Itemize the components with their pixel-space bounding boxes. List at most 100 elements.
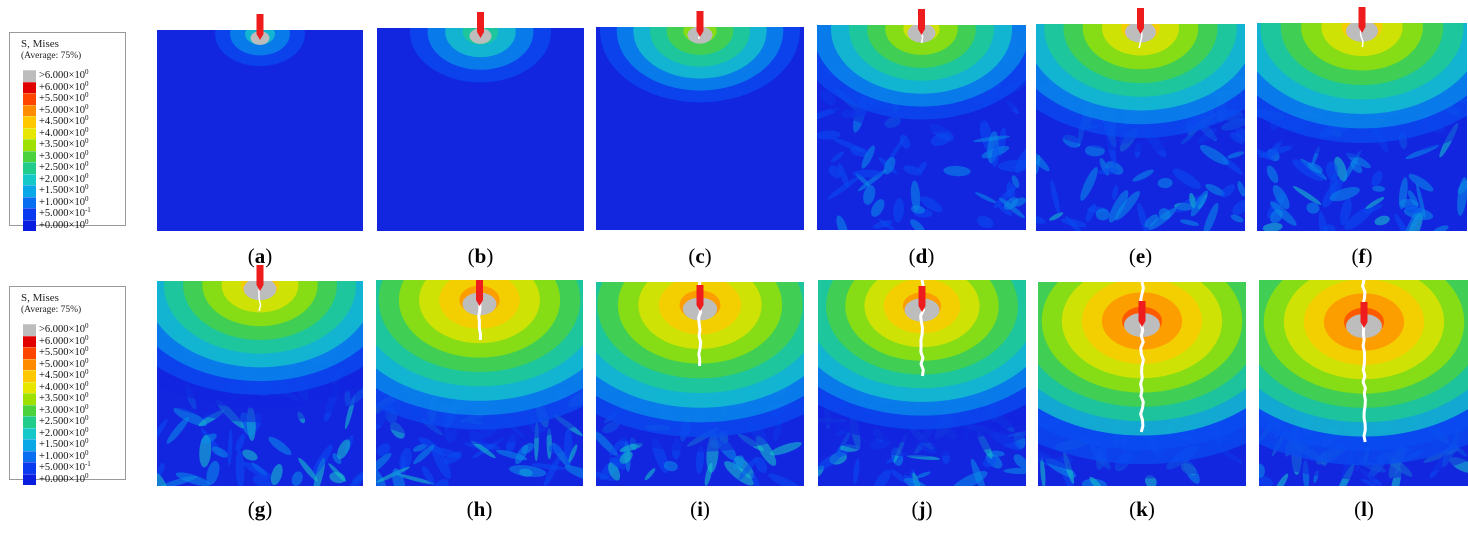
stress-speckle [890,469,906,483]
stress-speckle [332,453,342,465]
stress-speckle [166,416,190,444]
legend-swatch [23,439,36,451]
legend-value: +4.500×100 [39,114,89,127]
legend-value: >6.000×100 [39,322,89,335]
stress-speckle [200,433,217,444]
stress-speckle [1270,201,1297,226]
stress-speckle [548,444,562,454]
stress-contour-plot [376,280,583,486]
stress-contour-plot [1038,282,1246,486]
legend-value: +1.000×100 [39,448,89,462]
stress-speckle [836,215,849,230]
simulation-panel-c [596,11,804,230]
panel-caption: (k) [1129,497,1155,521]
legend-swatch [23,347,36,359]
stress-contour-plot [157,14,363,231]
stress-speckle [1270,209,1283,224]
stress-speckle [1340,197,1352,226]
legend-value: +5.000×100 [39,102,89,116]
stress-speckle [1403,207,1422,231]
simulation-panel-k [1038,266,1246,486]
stress-speckle [1205,183,1225,197]
indenter-icon [256,265,264,291]
stress-speckle [157,473,168,486]
stress-speckle [1144,214,1159,228]
stress-speckle [1266,139,1283,160]
stress-speckle [1036,214,1046,224]
stress-speckle [1266,165,1279,184]
legend-value: +2.000×100 [39,425,89,439]
stress-speckle [1360,478,1379,486]
stress-contour-plot [1257,7,1467,231]
stress-speckle [755,457,768,473]
stress-speckle [568,444,578,463]
stress-speckle [337,439,351,460]
legend-value: +0.000×100 [39,471,89,485]
stress-speckle [976,215,994,228]
legend-swatch [23,473,36,485]
legend-swatch [23,162,36,174]
legend-value: >6.000×100 [39,68,89,81]
stress-speckle [828,165,842,179]
stress-speckle [910,205,925,214]
legend-value: +3.000×100 [39,148,89,162]
stress-speckle [1432,225,1449,231]
stress-legend: S, Mises (Average: 75%) >6.000×100 +6.000… [9,286,126,485]
simulation-panel-f [1257,7,1467,231]
stress-speckle [1374,215,1390,226]
legend-swatch [23,427,36,439]
legend-swatch [23,208,36,220]
stress-speckle [543,456,560,486]
stress-legend: S, Mises (Average: 75%) >6.000×100 +6.000… [9,32,126,231]
stress-speckle [850,146,869,157]
stress-speckle [1229,131,1245,144]
legend-value: +3.500×100 [39,137,89,150]
stress-contour-plot [1259,280,1468,486]
stress-speckle [376,452,392,477]
panel-caption: (f) [1351,244,1373,268]
stress-speckle [853,458,860,485]
stress-speckle [1292,159,1324,182]
stress-speckle [418,437,435,448]
stress-speckle [1232,199,1245,215]
stress-speckle [975,192,997,204]
indenter-icon [1358,7,1366,33]
stress-speckle [1132,169,1154,182]
stress-speckle [1049,212,1064,221]
indenter-icon [1137,8,1144,34]
stress-speckle [930,133,951,146]
stress-speckle [724,461,754,486]
indenter-icon [696,285,704,311]
stress-speckle [1334,156,1348,182]
stress-speckle [1457,177,1467,216]
stress-contour-plot [596,282,804,486]
stress-speckle [1085,203,1096,222]
stress-speckle [1036,154,1041,175]
stress-speckle [920,196,943,213]
stress-speckle [345,475,363,486]
legend-subtitle: (Average: 75%) [21,305,82,315]
stress-speckle [206,460,220,485]
stress-speckle [413,444,435,465]
stress-speckle [818,452,842,471]
legend-value: +6.000×100 [39,79,89,93]
stress-speckle [997,204,1013,216]
stress-speckle [1189,192,1196,208]
stress-speckle [1172,168,1201,189]
stress-speckle [564,465,583,482]
legend-swatch [23,450,36,462]
stress-contour-plot [818,280,1026,486]
stress-speckle [173,407,208,427]
stress-speckle [769,441,802,456]
stress-speckle [1148,207,1177,231]
stress-speckle [235,450,245,486]
stress-speckle [1273,473,1289,486]
legend-value: +5.500×100 [39,345,89,358]
stress-speckle [861,145,875,169]
panel-caption: (g) [247,497,273,521]
stress-speckle [211,446,228,458]
stress-speckle [1220,184,1235,198]
stress-speckle [982,456,997,468]
stress-speckle [242,449,258,461]
simulation-panel-j [818,264,1026,486]
